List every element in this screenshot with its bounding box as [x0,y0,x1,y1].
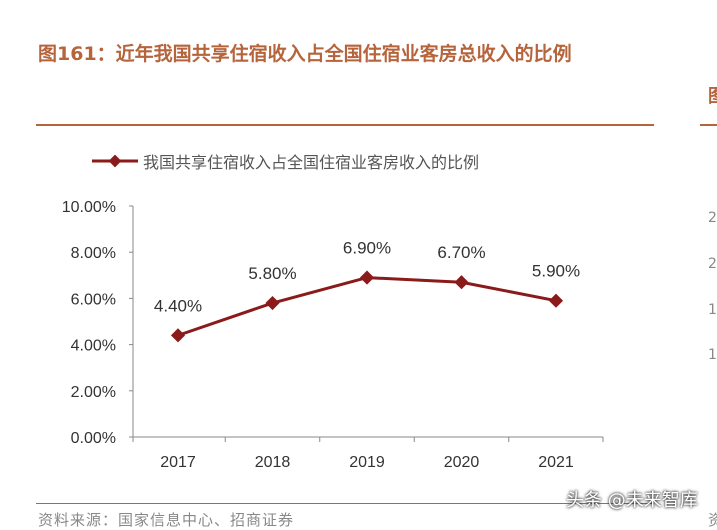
next-figure-tick-3: 1 [708,302,717,318]
figure-title: 图161：近年我国共享住宿收入占全国住宿业客房总收入的比例 [38,43,572,65]
legend-diamond-marker [108,154,122,168]
next-figure-tick-2: 2 [708,256,717,272]
y-tick-label: 2.00% [71,384,116,401]
data-label: 6.70% [437,243,485,262]
y-tick-label: 8.00% [71,245,116,262]
next-figure-title-fragment: 图 [708,82,717,108]
series-line: 4.40% 5.80% 6.90% 6.70% 5.90% [154,239,580,343]
next-figure-source-fragment: 资 [708,511,717,529]
next-figure-tick-1: 2 [708,210,717,226]
data-point-marker [454,275,469,290]
y-tick-label: 10.00% [62,199,116,216]
series-polyline [177,276,557,337]
y-tick-label: 0.00% [71,430,116,447]
title-divider [36,124,654,126]
x-axis: 2017 2018 2019 2020 2021 [132,436,604,471]
data-label: 5.80% [248,264,296,283]
data-label: 5.90% [532,262,580,281]
x-tick-label: 2017 [160,454,196,471]
x-tick-label: 2019 [349,454,385,471]
data-point-marker [548,293,564,308]
y-tick-label: 6.00% [71,291,116,308]
data-point-marker [359,270,375,285]
chart-legend: 我国共享住宿收入占全国住宿业客房收入的比例 [92,153,479,172]
watermark: 头条 @未来智库 [566,490,698,511]
y-tick-label: 4.00% [71,338,116,355]
x-tick-label: 2018 [255,454,291,471]
y-axis: 0.00% 2.00% 4.00% 6.00% 8.00% 10.00% [62,199,134,447]
legend-label: 我国共享住宿收入占全国住宿业客房收入的比例 [143,153,479,172]
x-tick-label: 2021 [538,454,574,471]
data-point-marker [170,328,186,343]
source-divider [36,503,654,504]
next-figure-divider [700,124,717,126]
source-note: 资料来源：国家信息中心、招商证券 [38,511,295,529]
data-point-marker [265,295,280,311]
data-label: 6.90% [343,239,391,258]
data-label: 4.40% [154,296,202,315]
x-tick-label: 2020 [444,454,480,471]
next-figure-tick-4: 1 [708,347,717,363]
